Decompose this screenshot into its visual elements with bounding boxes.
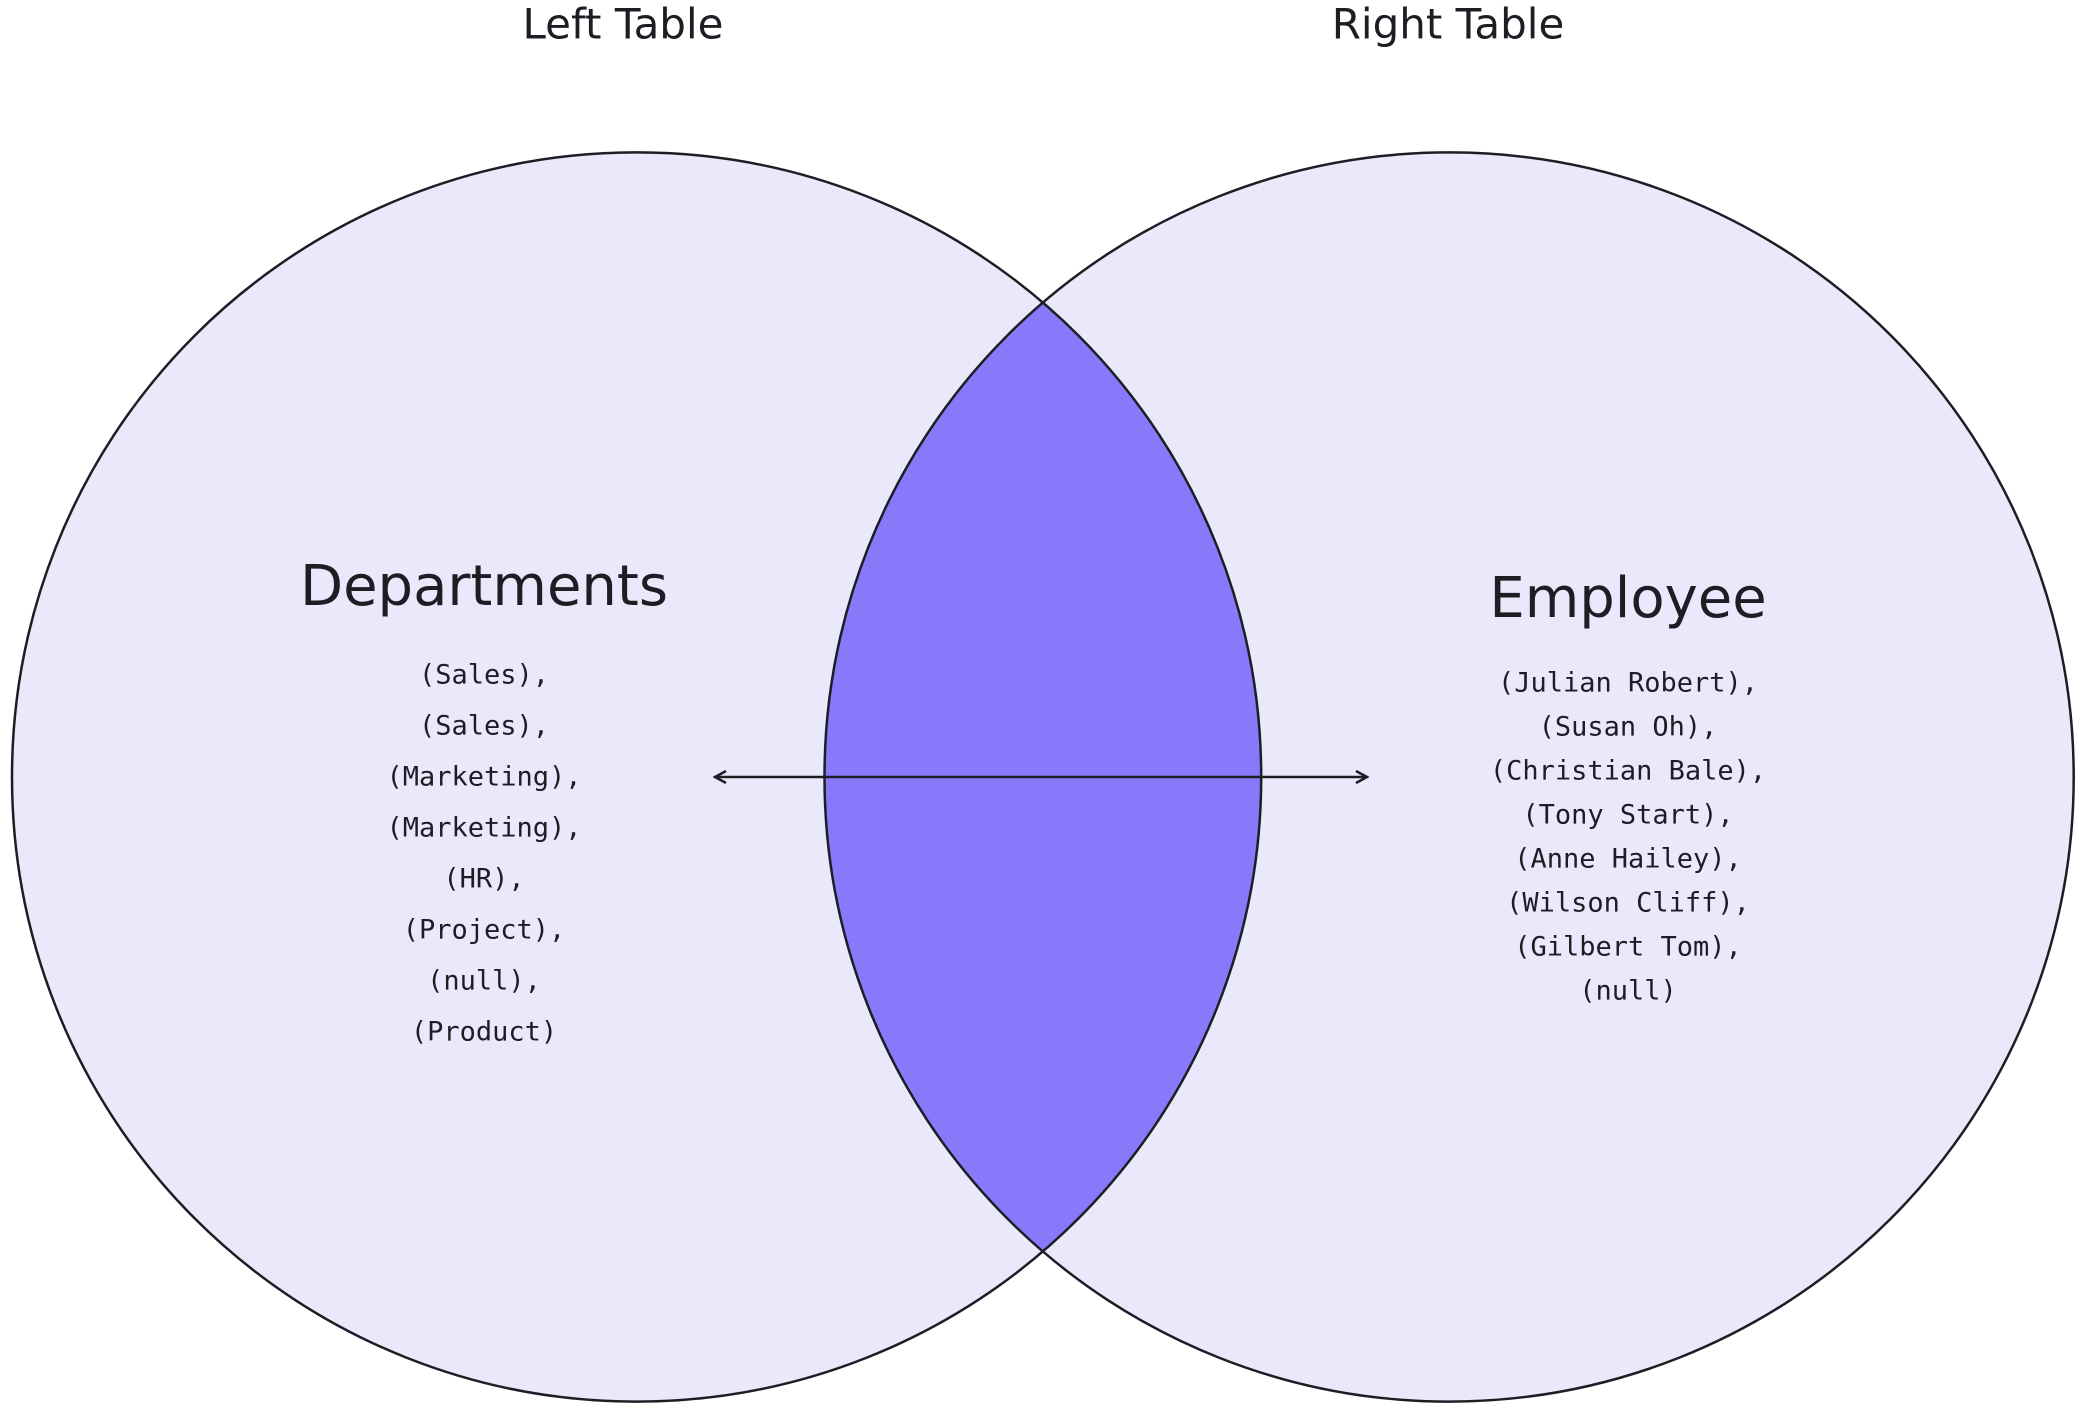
right-name: Employee [1489,566,1766,631]
right-row: (Susan Oh), [1539,712,1718,743]
right-row: (Julian Robert), [1498,668,1758,699]
left-label: Left Table [523,0,724,49]
right-row: (Wilson Cliff), [1506,888,1750,919]
left-row: (HR), [443,864,524,895]
right-label: Right Table [1332,0,1565,49]
right-row: (Tony Start), [1522,800,1733,831]
left-row: (Marketing), [386,762,581,793]
right-row: (Anne Hailey), [1514,844,1742,875]
left-row: (Project), [403,915,566,946]
right-row: (Christian Bale), [1490,756,1766,787]
right-row: (null) [1579,976,1677,1007]
left-row: (Product) [411,1017,557,1048]
right-row: (Gilbert Tom), [1514,932,1742,963]
left-row: (Marketing), [386,813,581,844]
left-row: (null), [427,966,541,997]
left-name: Departments [300,554,668,619]
left-row: (Sales), [419,660,549,691]
left-row: (Sales), [419,711,549,742]
